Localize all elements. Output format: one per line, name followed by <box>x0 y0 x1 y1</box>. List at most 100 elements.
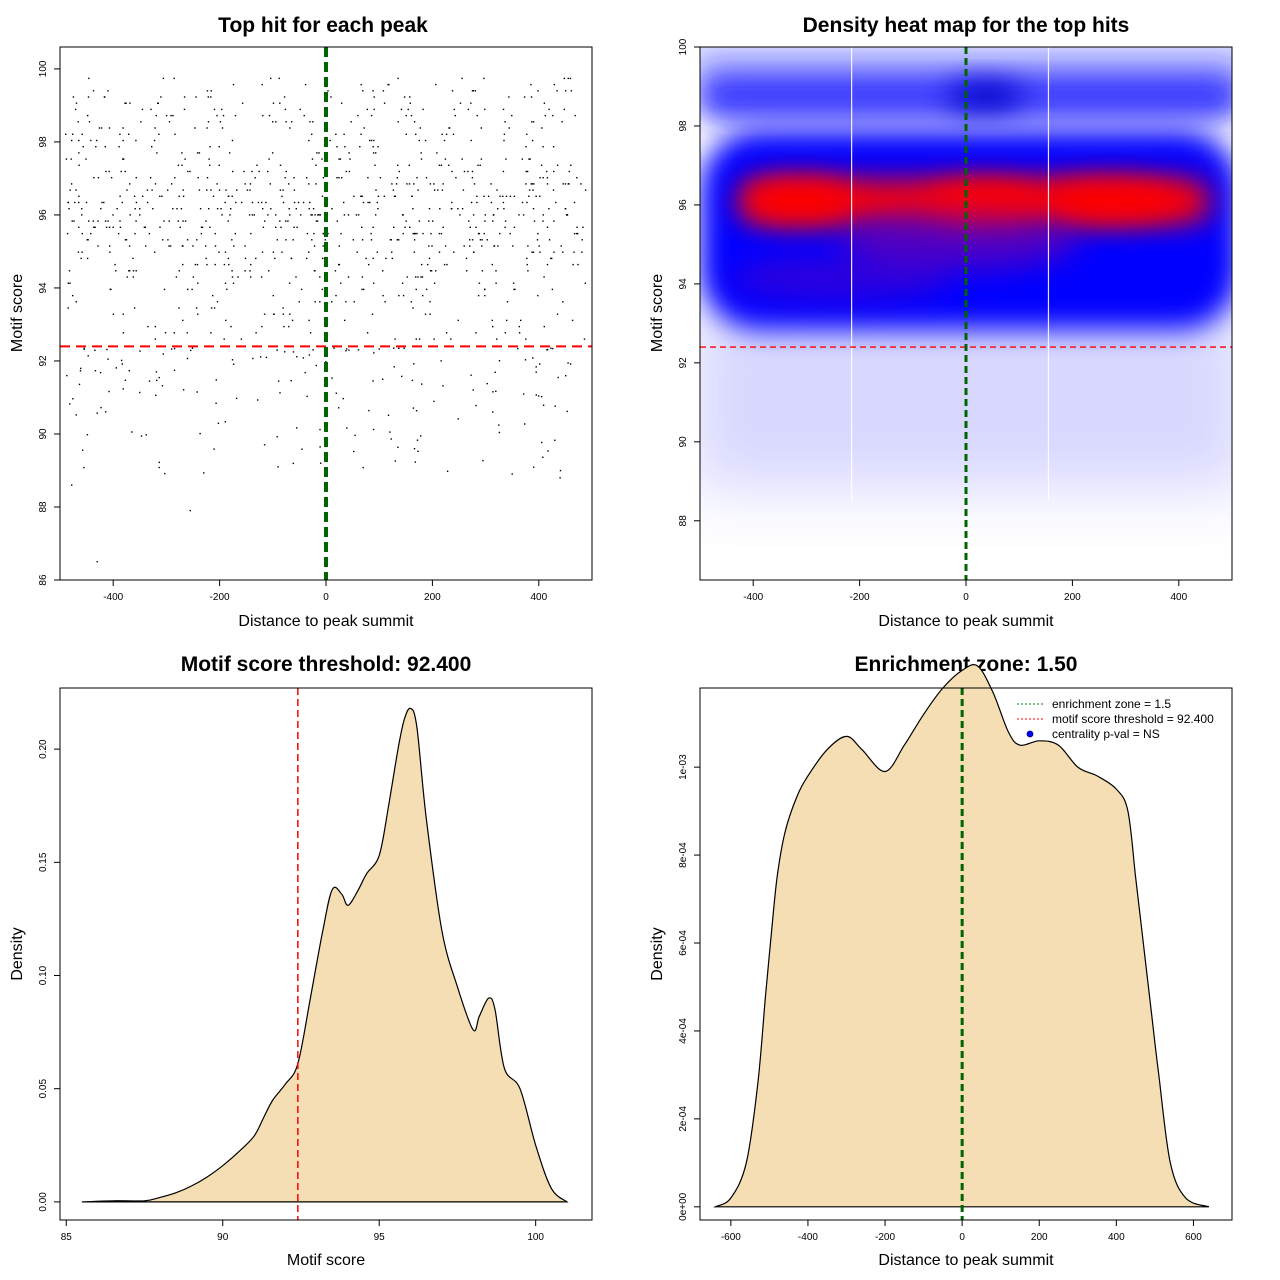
scatter-point <box>107 358 109 360</box>
scatter-ylabel: Motif score <box>9 274 26 352</box>
scatter-point <box>104 220 107 222</box>
scatter-point <box>450 208 453 210</box>
scatter-point <box>119 133 121 135</box>
scatter-point <box>86 239 88 241</box>
scatter-point <box>162 239 164 241</box>
y-tick-label: 96 <box>38 209 49 221</box>
scatter-point <box>479 239 482 241</box>
scatter-point <box>232 83 235 86</box>
scatter-point <box>272 121 274 123</box>
scatter-point <box>244 183 246 185</box>
scatter-y-axis: 86 88 90 92 94 96 98 100 <box>38 60 61 586</box>
y-tick-label: 8e-04 <box>678 842 689 868</box>
scatter-point <box>409 102 411 104</box>
scatter-point <box>184 158 186 160</box>
scatter-point <box>421 263 423 266</box>
scatter-point <box>443 139 446 142</box>
scatter-point <box>577 263 579 266</box>
scatter-point <box>263 444 266 446</box>
scatter-point <box>571 319 574 322</box>
scatter-point <box>231 270 233 272</box>
scatter-point <box>205 257 207 260</box>
scatter-point <box>389 431 391 433</box>
scatter-point <box>269 183 271 185</box>
scatter-point <box>382 294 384 297</box>
scatter-point <box>425 177 428 179</box>
scatter-point <box>467 108 470 111</box>
scatter-point <box>382 378 384 380</box>
scatter-point <box>290 380 292 382</box>
scatter-point <box>499 195 501 197</box>
scatter-point <box>330 96 332 98</box>
scatter-point <box>223 263 226 266</box>
scatter-point <box>373 139 375 142</box>
scatter-point <box>360 133 362 135</box>
scatter-point <box>129 270 131 272</box>
scatter-point <box>387 414 390 416</box>
scatter-point <box>124 379 127 381</box>
scatter-point <box>132 276 134 278</box>
scatter-point <box>218 251 220 253</box>
scatter-point <box>566 410 568 413</box>
scatter-point <box>244 245 246 247</box>
scatter-point <box>471 170 474 173</box>
legend-label-enrichment: enrichment zone = 1.5 <box>1052 697 1171 711</box>
scatter-point <box>531 251 533 253</box>
scatter-point <box>451 170 453 173</box>
scatter-point <box>334 270 337 272</box>
scatter-point <box>361 226 363 228</box>
scatter-point <box>308 139 310 142</box>
scatter-point <box>256 164 258 166</box>
scatter-point <box>492 411 494 413</box>
x-tick-label: 200 <box>1031 1232 1048 1243</box>
scatter-point <box>572 263 574 266</box>
scatter-point <box>212 294 214 297</box>
scatter-point <box>497 245 499 247</box>
scatter-point <box>153 139 156 142</box>
scatter-point <box>564 183 567 185</box>
scatter-point <box>265 356 268 359</box>
scatter-point <box>417 189 419 191</box>
scatter-point <box>129 183 131 185</box>
scatter-point <box>414 232 417 235</box>
scatter-point <box>411 195 413 197</box>
scatter-point <box>129 102 131 104</box>
scatter-x-axis: -400 -200 0 200 400 <box>103 579 548 603</box>
scatter-point <box>215 402 217 404</box>
scatter-point <box>441 189 444 191</box>
scatter-point <box>437 189 439 191</box>
scatter-point <box>542 214 544 216</box>
scatter-point <box>173 77 175 80</box>
scatter-point <box>486 239 488 241</box>
scatter-point <box>284 351 286 353</box>
scatter-point <box>224 421 226 423</box>
scatter-point <box>523 393 525 395</box>
y-tick-label: 86 <box>38 574 49 586</box>
scatter-point <box>532 189 534 191</box>
scatter-point <box>401 214 404 216</box>
scatter-point <box>495 390 497 392</box>
scatter-point <box>361 195 363 197</box>
scatter-point <box>421 276 424 278</box>
x-tick-label: 95 <box>374 1232 386 1243</box>
scatter-point <box>100 208 102 210</box>
scatter-point <box>315 164 317 166</box>
scatter-point <box>528 158 530 160</box>
scatter-point <box>377 146 379 148</box>
scatter-point <box>206 177 209 179</box>
scatter-point <box>164 472 166 475</box>
scatter-title: Top hit for each peak <box>218 14 428 37</box>
scatter-point <box>194 263 197 266</box>
scatter-point <box>424 139 427 142</box>
scatter-point <box>561 121 563 123</box>
scatter-point <box>162 353 164 355</box>
scatter-point <box>311 239 313 241</box>
scatter-point <box>343 201 345 204</box>
y-tick-label: 96 <box>678 199 689 211</box>
scatter-point <box>354 434 356 437</box>
legend-swatch-centrality <box>1026 730 1034 738</box>
enrichment-panel: Enrichment zone: 1.50 Distance to peak s… <box>649 653 1233 1269</box>
scatter-point <box>186 239 189 241</box>
scatter-point <box>366 108 368 111</box>
scatter-point <box>539 195 541 197</box>
